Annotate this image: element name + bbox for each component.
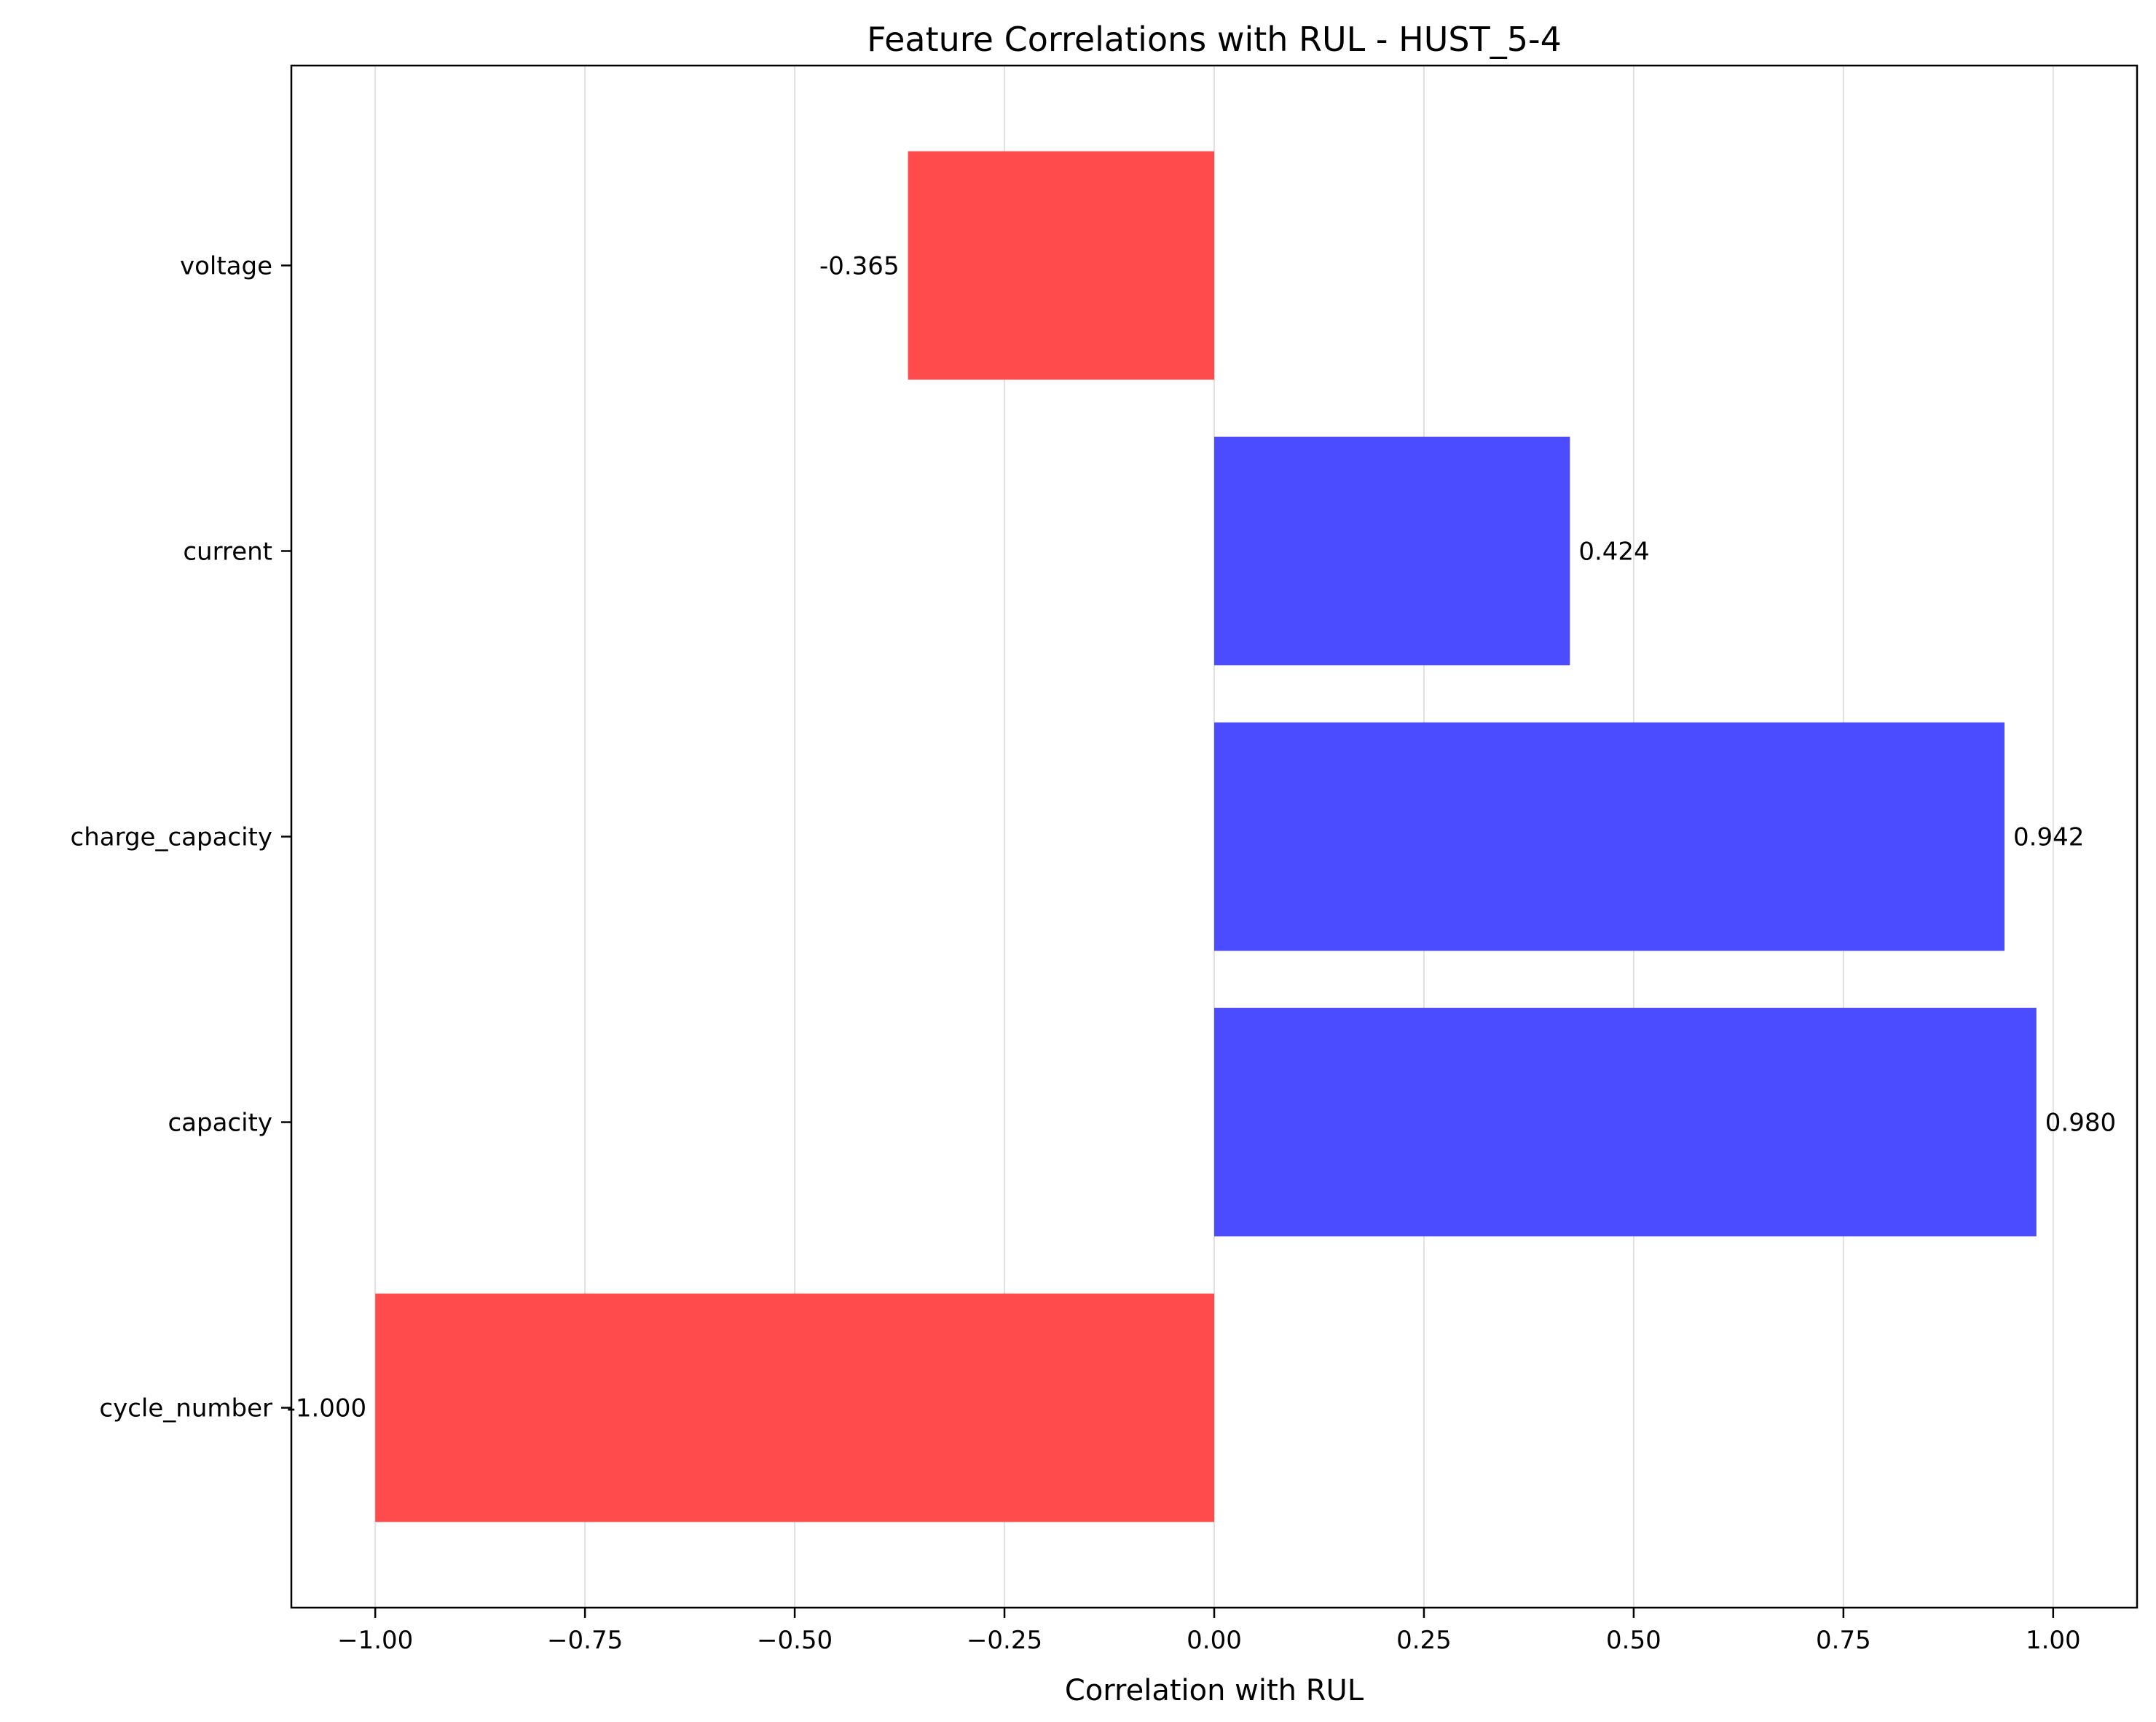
- y-axis-ticks: cycle_number capacity charge_capacity curre…: [71, 251, 291, 1423]
- x-tick-label-4: 0.00: [1187, 1626, 1242, 1655]
- value-label-capacity: 0.980: [2045, 1109, 2116, 1138]
- chart-title: Feature Correlations with RUL - HUST_5-4: [867, 20, 1562, 59]
- x-axis-label: Correlation with RUL: [1065, 1674, 1364, 1707]
- x-tick-label-6: 0.50: [1606, 1626, 1661, 1655]
- x-tick-label-3: −0.25: [967, 1626, 1042, 1655]
- bar-cycle-number: [375, 1293, 1214, 1522]
- y-tick-label-cycle-number: cycle_number: [99, 1394, 272, 1423]
- x-tick-label-0: −1.00: [337, 1626, 413, 1655]
- value-label-cycle-number: -1.000: [287, 1394, 367, 1423]
- value-label-voltage: -0.365: [819, 251, 900, 280]
- bars: [375, 151, 2037, 1522]
- bar-voltage: [908, 151, 1214, 380]
- x-axis-ticks: −1.00 −0.75 −0.50 −0.25 0.00 0.25 0.50 0.75 1.00: [337, 1608, 2081, 1655]
- value-label-current: 0.424: [1578, 537, 1649, 566]
- x-tick-label-7: 0.75: [1816, 1626, 1871, 1655]
- value-label-charge-capacity: 0.942: [2013, 823, 2084, 852]
- x-tick-label-1: −0.75: [547, 1626, 623, 1655]
- x-tick-label-2: −0.50: [757, 1626, 833, 1655]
- y-tick-label-charge-capacity: charge_capacity: [71, 823, 273, 852]
- y-tick-label-capacity: capacity: [168, 1109, 272, 1138]
- x-tick-label-8: 1.00: [2026, 1626, 2081, 1655]
- value-labels: -1.000 0.980 0.942 0.424 -0.365: [287, 251, 2117, 1423]
- y-tick-label-voltage: voltage: [180, 251, 272, 280]
- x-tick-label-5: 0.25: [1396, 1626, 1452, 1655]
- bar-current: [1214, 436, 1570, 666]
- y-tick-label-current: current: [183, 537, 272, 566]
- bar-charge-capacity: [1214, 722, 2005, 951]
- bar-capacity: [1214, 1007, 2037, 1237]
